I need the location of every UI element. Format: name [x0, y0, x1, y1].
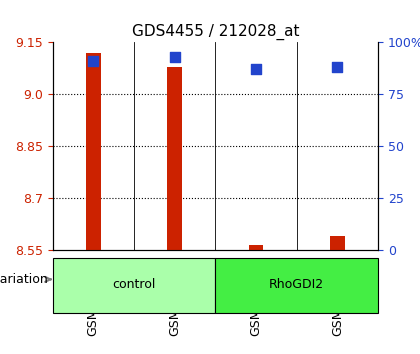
Bar: [249, 245, 263, 250]
FancyBboxPatch shape: [215, 258, 378, 313]
FancyBboxPatch shape: [52, 258, 215, 313]
Point: [171, 54, 178, 60]
Text: RhoGDI2: RhoGDI2: [269, 278, 324, 291]
Text: genotype/variation: genotype/variation: [0, 273, 51, 286]
Bar: [86, 53, 100, 250]
Text: control: control: [112, 278, 155, 291]
Title: GDS4455 / 212028_at: GDS4455 / 212028_at: [131, 23, 299, 40]
Point: [252, 67, 259, 72]
Bar: [167, 67, 182, 250]
Point: [334, 64, 341, 70]
Point: [90, 58, 97, 64]
Bar: [330, 236, 345, 250]
